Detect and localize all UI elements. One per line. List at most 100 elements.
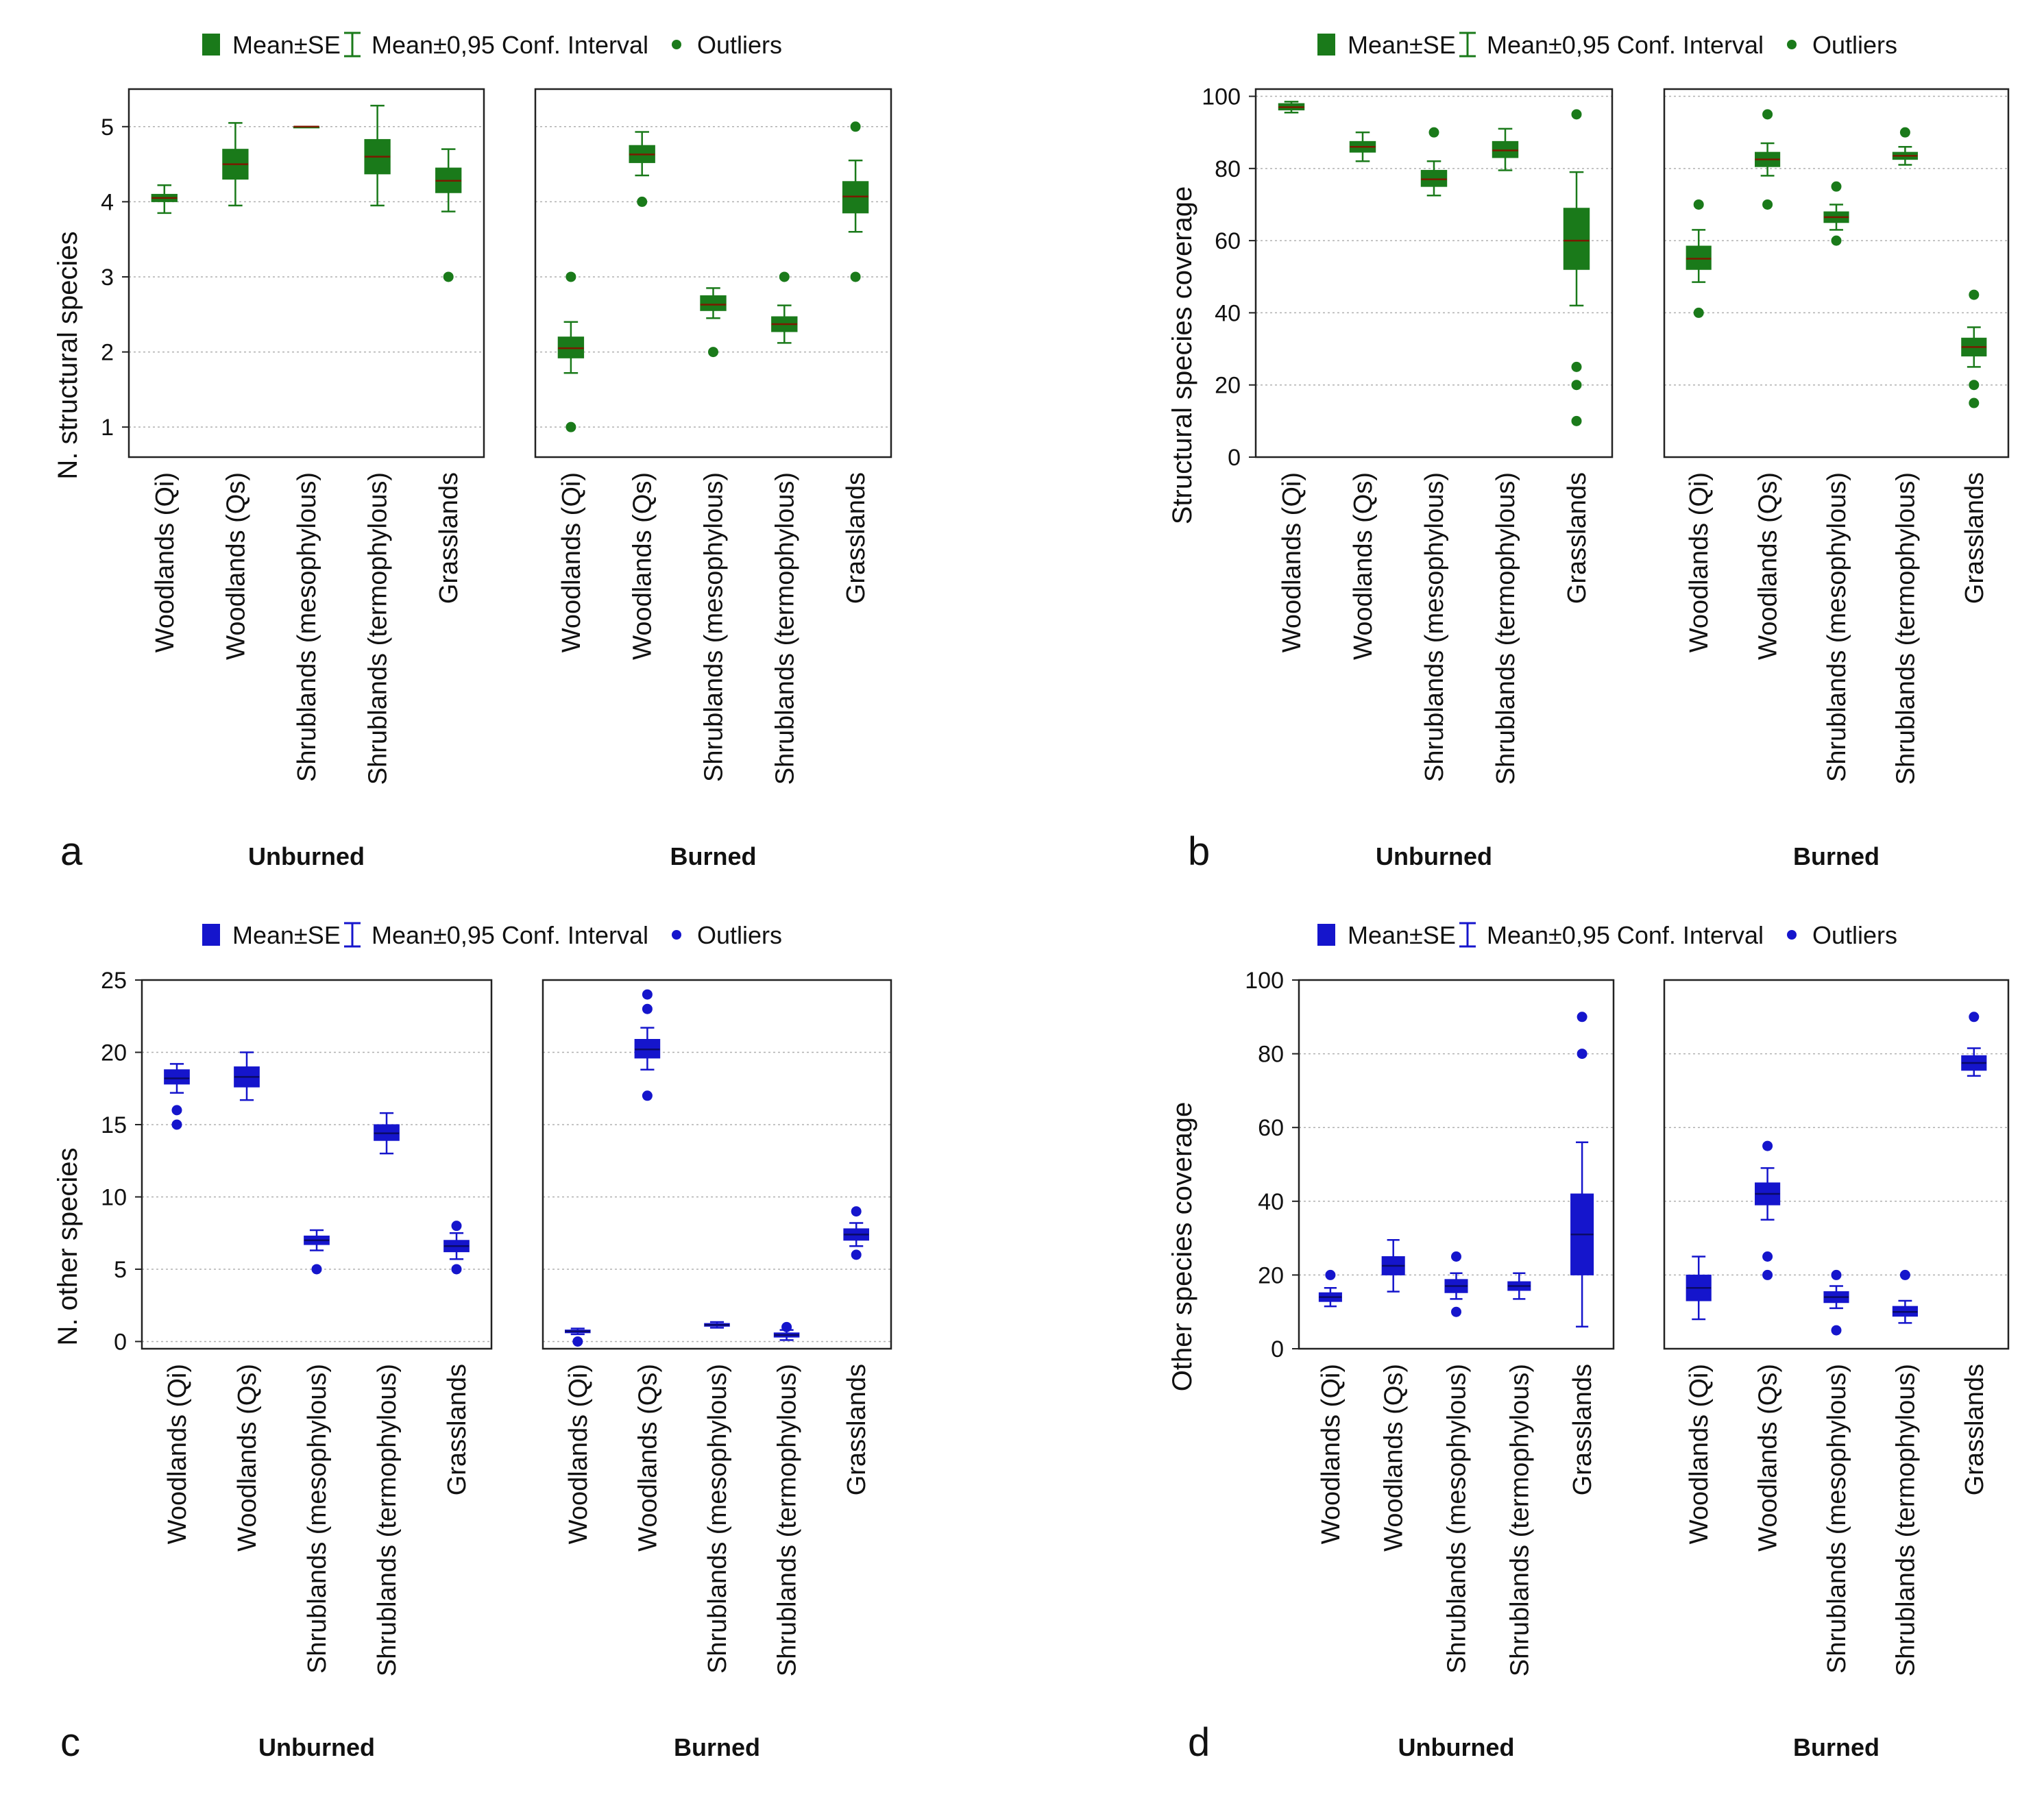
legend-ci-label: Mean±0,95 Conf. Interval	[1487, 31, 1764, 59]
outlier-point	[1831, 181, 1842, 192]
outlier-point	[1451, 1251, 1461, 1262]
outlier-point	[1831, 1325, 1842, 1336]
box-2	[234, 1051, 260, 1101]
y-tick-label: 15	[101, 1112, 127, 1138]
se-box	[1563, 208, 1590, 270]
outlier-point	[1451, 1306, 1461, 1317]
y-axis-label: Other species coverage	[1167, 1102, 1197, 1391]
box-2	[1349, 131, 1376, 162]
box-4	[773, 1321, 800, 1341]
se-box	[1686, 245, 1712, 270]
x-tick-label: Shrublands (mesophylous)	[700, 472, 729, 782]
legend: Mean±SE Mean±0,95 Conf. Interval Outliers	[1317, 921, 1897, 949]
legend-ci-label: Mean±0,95 Conf. Interval	[372, 921, 648, 949]
box-5	[1570, 1012, 1594, 1327]
box-2	[1755, 1140, 1781, 1280]
outlier-point	[1577, 1012, 1587, 1023]
legend-outlier-dot-icon	[1787, 930, 1797, 940]
legend-outliers-label: Outliers	[697, 921, 782, 949]
x-tick-label: Grasslands	[435, 472, 463, 604]
x-tick-label: Woodlands (Qi)	[557, 472, 586, 652]
subplot-unburned: 0 5 10 15 20 25 Woodlands (Qi) Woodlands (Qs) Sh…	[101, 968, 493, 1761]
outlier-point	[1571, 415, 1582, 426]
box-3	[704, 1321, 730, 1329]
outlier-point	[443, 271, 454, 282]
outlier-point	[1571, 361, 1582, 372]
outlier-point	[1428, 127, 1439, 138]
legend-mean-se-label: Mean±SE	[1348, 921, 1456, 949]
y-tick-label: 0	[1271, 1336, 1284, 1362]
plot-frame	[1298, 979, 1615, 1350]
x-tick-label: Woodlands (Qs)	[1754, 472, 1783, 660]
box-3	[700, 287, 727, 358]
se-box	[1420, 169, 1448, 187]
outlier-point	[1899, 1269, 1910, 1280]
x-tick-label: Shrublands (mesophylous)	[703, 1364, 732, 1674]
y-tick-label: 60	[1215, 228, 1241, 254]
plot-frame	[1254, 88, 1614, 458]
outlier-point	[1969, 380, 1980, 391]
x-tick-label: Woodlands (Qs)	[221, 472, 250, 660]
box-2	[1381, 1239, 1405, 1293]
box-3	[304, 1229, 330, 1275]
x-tick-label: Woodlands (Qi)	[1685, 1364, 1714, 1544]
y-tick-label: 3	[101, 265, 114, 291]
x-tick-label: Shrublands (mesophylous)	[1823, 1364, 1851, 1674]
x-tick-label: Grasslands	[1568, 1364, 1597, 1495]
legend-mean-se-label: Mean±SE	[1348, 31, 1456, 59]
outlier-point	[565, 271, 576, 282]
y-tick-label: 40	[1215, 300, 1241, 326]
group-label-unburned: Unburned	[248, 842, 365, 870]
box-1	[1318, 1269, 1342, 1308]
box-2	[629, 131, 655, 207]
y-tick-label: 0	[114, 1329, 127, 1355]
y-tick-label: 80	[1215, 156, 1241, 182]
outlier-point	[1762, 1140, 1773, 1151]
y-tick-label: 25	[101, 968, 127, 994]
outlier-point	[1693, 199, 1704, 210]
subplot-burned: Woodlands (Qi) Woodlands (Qs) Shrublands (…	[1663, 979, 2010, 1761]
se-box	[1492, 140, 1519, 158]
legend-mean-se-label: Mean±SE	[232, 921, 341, 949]
box-1	[565, 1327, 591, 1347]
x-tick-label: Woodlands (Qs)	[1349, 472, 1378, 660]
x-tick-label: Shrublands (termophylous)	[773, 1364, 802, 1676]
box-4	[1892, 127, 1918, 166]
x-tick-label: Shrublands (termophylous)	[1505, 1364, 1534, 1676]
legend-mean-se-swatch	[1317, 34, 1335, 56]
y-tick-label: 20	[101, 1040, 127, 1066]
outlier-point	[1899, 127, 1910, 138]
subplot-burned: Woodlands (Qi) Woodlands (Qs) Shrublands (…	[1663, 88, 2010, 870]
box-5	[435, 148, 462, 282]
x-tick-label: Woodlands (Qs)	[629, 472, 657, 660]
box-1	[1278, 101, 1305, 114]
box-5	[843, 1206, 869, 1260]
box-2	[1755, 109, 1781, 210]
legend-ci-label: Mean±0,95 Conf. Interval	[1487, 921, 1764, 949]
y-tick-label: 0	[1228, 445, 1241, 471]
panel-letter: a	[60, 829, 83, 874]
box-3	[1444, 1251, 1468, 1317]
panel-letter: c	[60, 1720, 80, 1765]
box-1	[557, 271, 585, 432]
outlier-point	[1831, 235, 1842, 246]
x-tick-label: Woodlands (Qi)	[1278, 472, 1306, 652]
y-axis-label: N. other species	[53, 1147, 83, 1345]
y-axis-label: Structural species coverage	[1167, 186, 1197, 525]
x-tick-label: Shrublands (termophylous)	[770, 472, 799, 785]
box-4	[1507, 1272, 1531, 1300]
legend-mean-se-label: Mean±SE	[232, 31, 341, 59]
box-1	[1686, 199, 1712, 318]
outlier-point	[572, 1336, 583, 1347]
x-tick-label: Grasslands	[1563, 472, 1592, 604]
legend-ci-whisker-icon	[344, 922, 361, 948]
legend: Mean±SE Mean±0,95 Conf. Interval Outliers	[202, 921, 782, 949]
outlier-point	[1571, 380, 1582, 391]
outlier-point	[311, 1264, 322, 1275]
x-tick-label: Shrublands (mesophylous)	[293, 472, 321, 782]
se-box	[164, 1069, 190, 1085]
y-tick-label: 10	[101, 1184, 127, 1210]
x-tick-label: Grasslands	[443, 1364, 472, 1495]
outlier-point	[779, 271, 790, 282]
